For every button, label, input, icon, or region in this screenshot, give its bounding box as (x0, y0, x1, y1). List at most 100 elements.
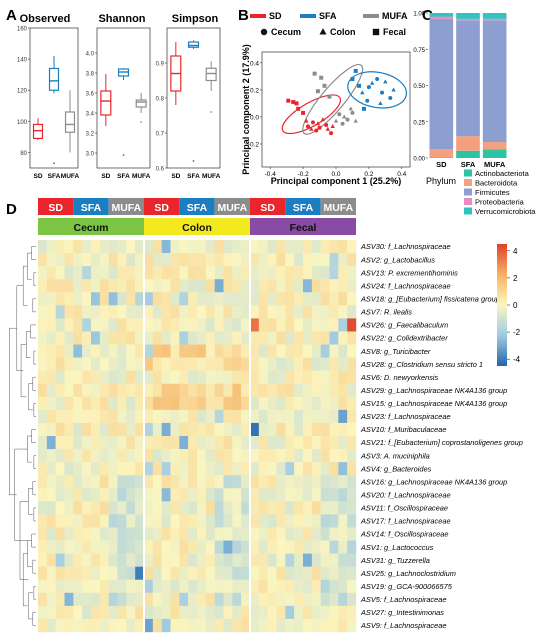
heatmap-cell (91, 475, 101, 489)
heatmap-cell (38, 475, 48, 489)
legend-label: Firmicutes (475, 188, 510, 197)
heatmap-cell (161, 409, 171, 424)
legend-swatch-sd (250, 14, 266, 18)
heatmap-cell (276, 370, 286, 384)
heatmap-cell (117, 331, 127, 345)
heatmap-cell (144, 514, 154, 528)
heatmap-cell (197, 240, 207, 254)
row-label: ASV10: f_Muribaculaceae (360, 425, 446, 434)
heatmap-cell (46, 501, 56, 515)
heatmap-cell (214, 344, 224, 358)
heatmap-cell (161, 396, 171, 411)
heatmap-cell (241, 514, 251, 528)
heatmap-cell (117, 292, 127, 306)
heatmap-cell (232, 436, 242, 450)
heatmap-cell (170, 383, 180, 397)
heatmap-cell (241, 605, 251, 620)
heatmap-cell (64, 344, 74, 358)
heatmap-cell (258, 540, 268, 554)
heatmap-cell (108, 618, 118, 633)
heatmap-cell (303, 253, 313, 267)
heatmap-cell (320, 579, 330, 593)
heatmap-cell (241, 527, 251, 541)
heatmap-cell (267, 605, 277, 620)
x-tick-label: SFA (461, 160, 476, 169)
heatmap-cell (82, 357, 92, 371)
group-header-label: SFA (187, 202, 208, 214)
dendrogram-branch (28, 488, 33, 515)
heatmap-cell (320, 422, 330, 437)
heatmap-cell (82, 318, 92, 332)
heatmap-cell (241, 566, 251, 580)
heatmap-cell (214, 266, 224, 280)
heatmap-cell (258, 605, 268, 620)
row-label: ASV2: g_Lactobacillus (360, 255, 435, 264)
heatmap-cell (46, 566, 56, 580)
heatmap-cell (285, 592, 295, 607)
heatmap-cell (126, 344, 136, 358)
legend-label: MUFA (382, 11, 408, 21)
dendrogram-branch (22, 265, 28, 306)
heatmap-cell (311, 618, 321, 633)
outlier-point (210, 111, 213, 113)
heatmap-cell (91, 422, 101, 437)
heatmap-cell (267, 475, 277, 489)
heatmap-cell (267, 566, 277, 580)
bar-segment-firmicutes (456, 20, 480, 137)
heatmap-cell (205, 579, 215, 593)
heatmap-cell (82, 527, 92, 541)
heatmap-cell (214, 409, 224, 424)
heatmap-cell (64, 253, 74, 267)
heatmap-cell (214, 305, 224, 319)
heatmap-cell (250, 253, 260, 267)
heatmap-cell (311, 383, 321, 397)
heatmap-cell (170, 436, 180, 450)
y-tick-label: 80 (20, 151, 27, 157)
heatmap-cell (214, 240, 224, 254)
bar-segment-proteobacteria (482, 18, 507, 21)
heatmap-cell (144, 422, 154, 437)
heatmap-cell (197, 383, 207, 397)
heatmap-cell (223, 540, 233, 554)
heatmap-cell (347, 240, 357, 254)
heatmap-cell (294, 240, 304, 254)
heatmap-cell (55, 618, 65, 633)
pcoa-point (383, 79, 388, 84)
heatmap-cell (267, 449, 277, 463)
heatmap-cell (250, 475, 260, 489)
heatmap-cell (347, 331, 357, 345)
heatmap-cell (338, 253, 348, 267)
heatmap-cell (329, 370, 339, 384)
heatmap-cell (161, 279, 171, 293)
heatmap-cell (223, 514, 233, 528)
heatmap-cell (126, 501, 136, 515)
heatmap-cell (276, 618, 286, 633)
heatmap-cell (99, 240, 109, 254)
heatmap-cell (241, 344, 251, 358)
heatmap-cell (46, 253, 56, 267)
heatmap-cell (188, 383, 198, 397)
bar-segment-bacteroidota (482, 142, 507, 150)
y-tick-label: 3.8 (86, 72, 95, 78)
heatmap-cell (223, 253, 233, 267)
heatmap-cell (285, 305, 295, 319)
heatmap-cell (320, 462, 330, 476)
heatmap-cell (170, 279, 180, 293)
heatmap-cell (73, 605, 83, 620)
heatmap-cell (91, 318, 101, 332)
heatmap-cell (329, 540, 339, 554)
heatmap-cell (64, 422, 74, 437)
heatmap-cell (214, 331, 224, 345)
confidence-ellipse-mufa (302, 63, 364, 135)
heatmap-cell (311, 462, 321, 476)
colorbar-tick-label: -4 (513, 355, 521, 364)
heatmap-cell (214, 449, 224, 463)
heatmap-cell (188, 436, 198, 450)
heatmap-cell (161, 605, 171, 620)
heatmap-cell (108, 579, 118, 593)
heatmap-cell (135, 605, 145, 620)
heatmap-cell (329, 253, 339, 267)
heatmap-cell (205, 266, 215, 280)
x-tick-label: MUFA (61, 173, 80, 180)
heatmap-cell (267, 540, 277, 554)
